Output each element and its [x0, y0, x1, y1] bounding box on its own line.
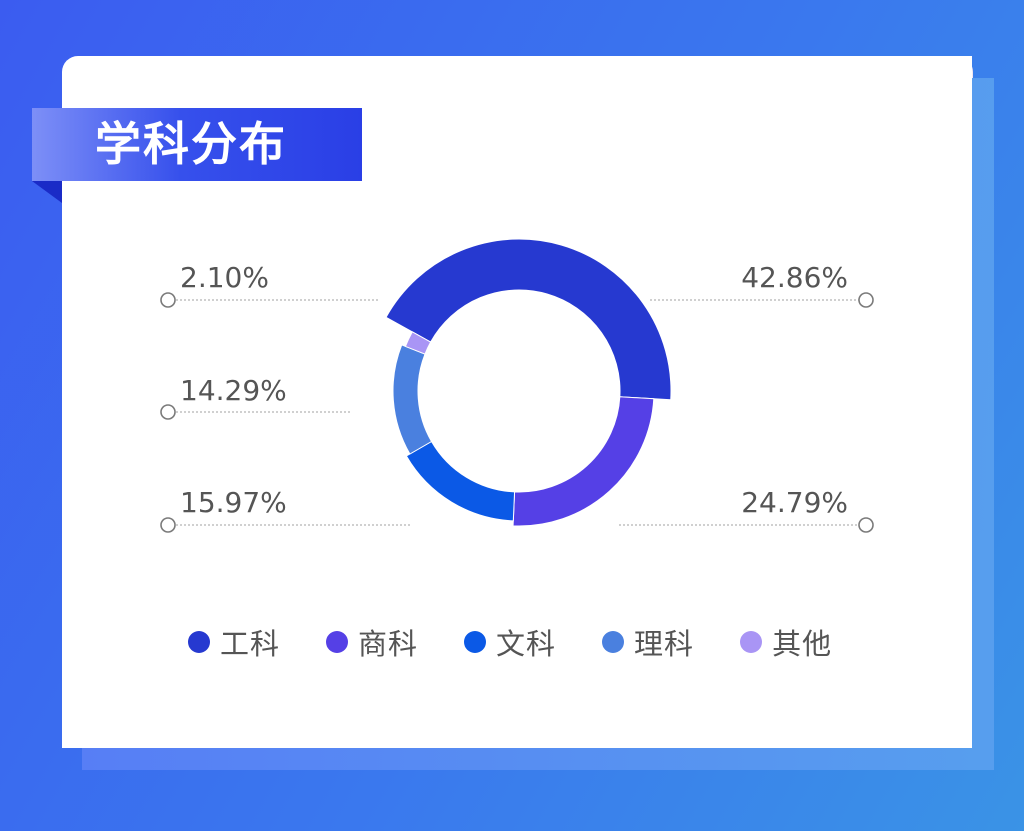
legend-item-1: 工科: [188, 621, 280, 663]
legend-label: 商科: [358, 627, 419, 661]
data-label-5: 2.10%: [180, 261, 269, 294]
callout-marker-5: [160, 292, 176, 308]
legend-label: 工科: [220, 627, 281, 661]
title-banner: [32, 108, 362, 181]
callout-marker-3: [160, 517, 176, 533]
legend-label: 理科: [634, 627, 695, 661]
legend-label: 其他: [772, 627, 833, 661]
data-label-4: 14.29%: [180, 374, 287, 407]
data-label-2: 24.79%: [741, 486, 848, 519]
donut-slice-1: [385, 238, 672, 401]
data-label-1: 42.86%: [741, 261, 848, 294]
legend-swatch: [602, 631, 625, 653]
legend-item-4: 理科: [602, 621, 694, 663]
title-banner-fold: [32, 181, 62, 203]
donut-slice-4: [392, 344, 433, 455]
donut-slice-3: [405, 440, 516, 522]
legend-swatch: [740, 631, 763, 653]
legend-item-5: 其他: [740, 621, 832, 663]
page-title: 学科分布: [95, 117, 287, 171]
callout-marker-1: [858, 292, 874, 308]
donut-slice-2: [512, 396, 655, 527]
legend-label: 文科: [496, 627, 557, 661]
data-label-3: 15.97%: [180, 486, 287, 519]
legend-swatch: [326, 631, 349, 653]
callout-marker-4: [160, 404, 176, 420]
donut-slice-5: [404, 331, 432, 355]
legend-swatch: [188, 631, 210, 653]
callout-marker-2: [858, 517, 874, 533]
legend-item-3: 文科: [464, 621, 556, 663]
chart-legend: 工科 商科 文科 理科 其他: [188, 622, 888, 662]
legend-item-2: 商科: [326, 621, 418, 663]
legend-swatch: [464, 631, 487, 653]
